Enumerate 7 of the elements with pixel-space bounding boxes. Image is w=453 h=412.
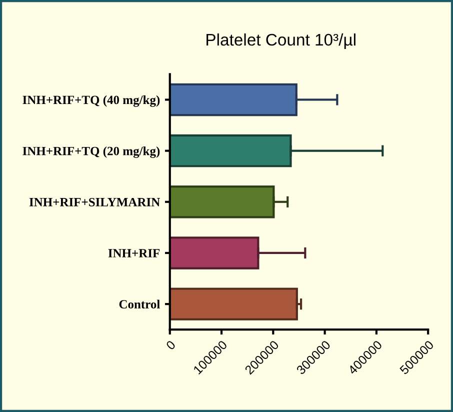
- chart-title: Platelet Count 10³/µl: [206, 33, 356, 49]
- y-tick-label: INH+RIF+TQ (40 mg/kg): [22, 95, 160, 107]
- y-tick-label: INH+RIF: [108, 249, 160, 258]
- y-tick-label: INH+RIF+SILYMARIN: [29, 198, 160, 206]
- x-tick-label: 0: [166, 340, 176, 350]
- y-tick-label: INH+RIF+TQ (20 mg/kg): [22, 146, 160, 158]
- y-tick-label: Control: [119, 300, 160, 309]
